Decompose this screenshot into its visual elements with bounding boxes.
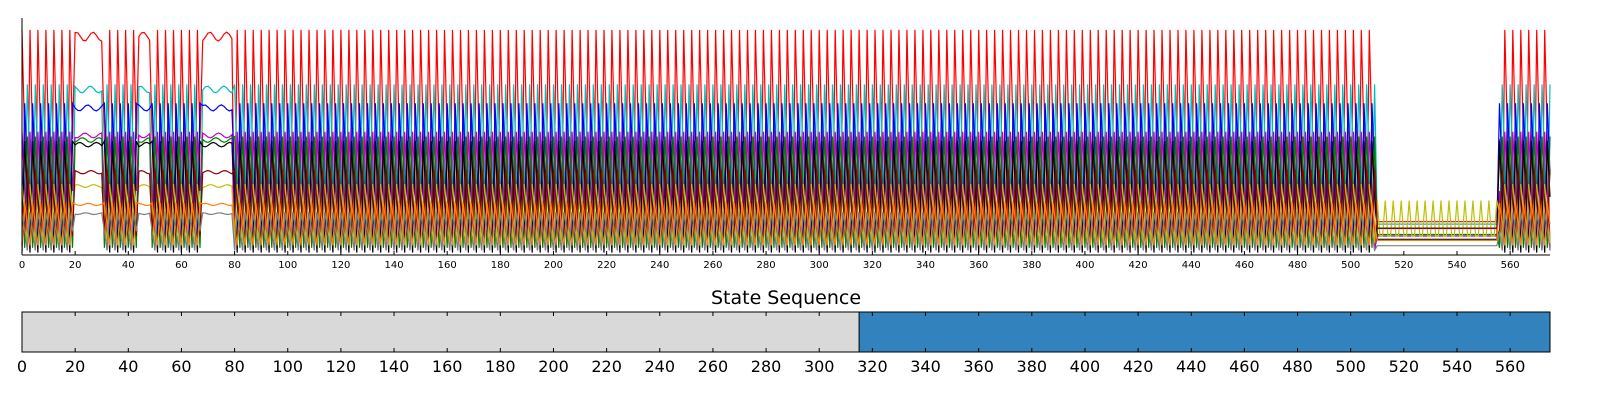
x-tick-label: 220 (597, 260, 616, 271)
line-series-4 (21, 135, 1551, 249)
state-tick-label: 240 (645, 357, 676, 376)
state-sequence-plot: State Sequence 0 20 40 60 80 100 120 140 160 180 2… (17, 287, 1551, 376)
line-plot-axes (21, 18, 1550, 256)
x-tick-label: 260 (703, 260, 722, 271)
x-tick-label: 460 (1235, 260, 1254, 271)
x-tick-label: 540 (1447, 260, 1466, 271)
state-tick-label: 440 (1176, 357, 1207, 376)
state-segment-1 (859, 312, 1550, 352)
state-tick-label: 160 (432, 357, 463, 376)
x-tick-label: 0 (19, 260, 25, 271)
state-tick-label: 0 (17, 357, 27, 376)
state-tick-label: 360 (963, 357, 994, 376)
state-tick-label: 400 (1070, 357, 1101, 376)
x-tick-label: 440 (1182, 260, 1201, 271)
state-segment-0 (22, 312, 860, 352)
x-tick-label: 420 (1129, 260, 1148, 271)
x-tick-label: 360 (969, 260, 988, 271)
state-tick-label: 480 (1282, 357, 1313, 376)
x-tick-label: 160 (438, 260, 457, 271)
state-tick-label: 320 (857, 357, 888, 376)
x-tick-label: 120 (331, 260, 350, 271)
state-tick-label: 260 (698, 357, 729, 376)
state-tick-label: 560 (1495, 357, 1526, 376)
line-series-7 (21, 167, 1551, 237)
line-plot-x-ticks: 0 20 40 60 80 100 120 140 160 180 200 220 240 260 280 3… (19, 251, 1520, 271)
state-tick-label: 420 (1123, 357, 1154, 376)
x-tick-label: 520 (1394, 260, 1413, 271)
x-tick-label: 200 (544, 260, 563, 271)
x-tick-label: 60 (175, 260, 188, 271)
state-tick-label: 40 (118, 357, 138, 376)
line-series-9 (21, 212, 1551, 253)
state-sequence-axes (21, 311, 1551, 353)
x-tick-label: 480 (1288, 260, 1307, 271)
x-tick-label: 400 (1075, 260, 1094, 271)
line-series-group (21, 29, 1551, 253)
state-tick-label: 540 (1442, 357, 1473, 376)
x-tick-label: 300 (810, 260, 829, 271)
x-tick-label: 380 (1022, 260, 1041, 271)
line-plot: 0 20 40 60 80 100 120 140 160 180 200 220 240 260 280 3… (19, 18, 1551, 271)
state-tick-label: 220 (591, 357, 622, 376)
x-tick-label: 20 (69, 260, 82, 271)
x-tick-label: 100 (278, 260, 297, 271)
state-tick-label: 280 (751, 357, 782, 376)
state-tick-label: 140 (379, 357, 410, 376)
state-tick-label: 500 (1335, 357, 1366, 376)
x-tick-label: 500 (1341, 260, 1360, 271)
state-tick-label: 460 (1229, 357, 1260, 376)
x-tick-label: 240 (650, 260, 669, 271)
state-sequence-x-ticks: 0 20 40 60 80 100 120 140 160 180 200 220 240 260 280 3… (17, 312, 1526, 376)
x-tick-label: 560 (1501, 260, 1520, 271)
x-tick-label: 80 (228, 260, 241, 271)
state-sequence-title: State Sequence (711, 287, 861, 309)
state-tick-label: 80 (224, 357, 244, 376)
state-tick-label: 300 (804, 357, 835, 376)
state-tick-label: 20 (65, 357, 85, 376)
x-tick-label: 180 (491, 260, 510, 271)
state-tick-label: 60 (171, 357, 191, 376)
state-segments-group (22, 312, 1550, 352)
x-tick-label: 280 (757, 260, 776, 271)
state-tick-label: 380 (1017, 357, 1048, 376)
x-tick-label: 340 (916, 260, 935, 271)
state-tick-label: 520 (1389, 357, 1420, 376)
state-tick-label: 200 (538, 357, 569, 376)
state-sequence-frame (21, 311, 1551, 353)
state-tick-label: 180 (485, 357, 516, 376)
state-tick-label: 100 (272, 357, 303, 376)
state-tick-label: 120 (326, 357, 357, 376)
x-tick-label: 140 (384, 260, 403, 271)
x-tick-label: 40 (122, 260, 135, 271)
x-tick-label: 320 (863, 260, 882, 271)
state-tick-label: 340 (910, 357, 941, 376)
